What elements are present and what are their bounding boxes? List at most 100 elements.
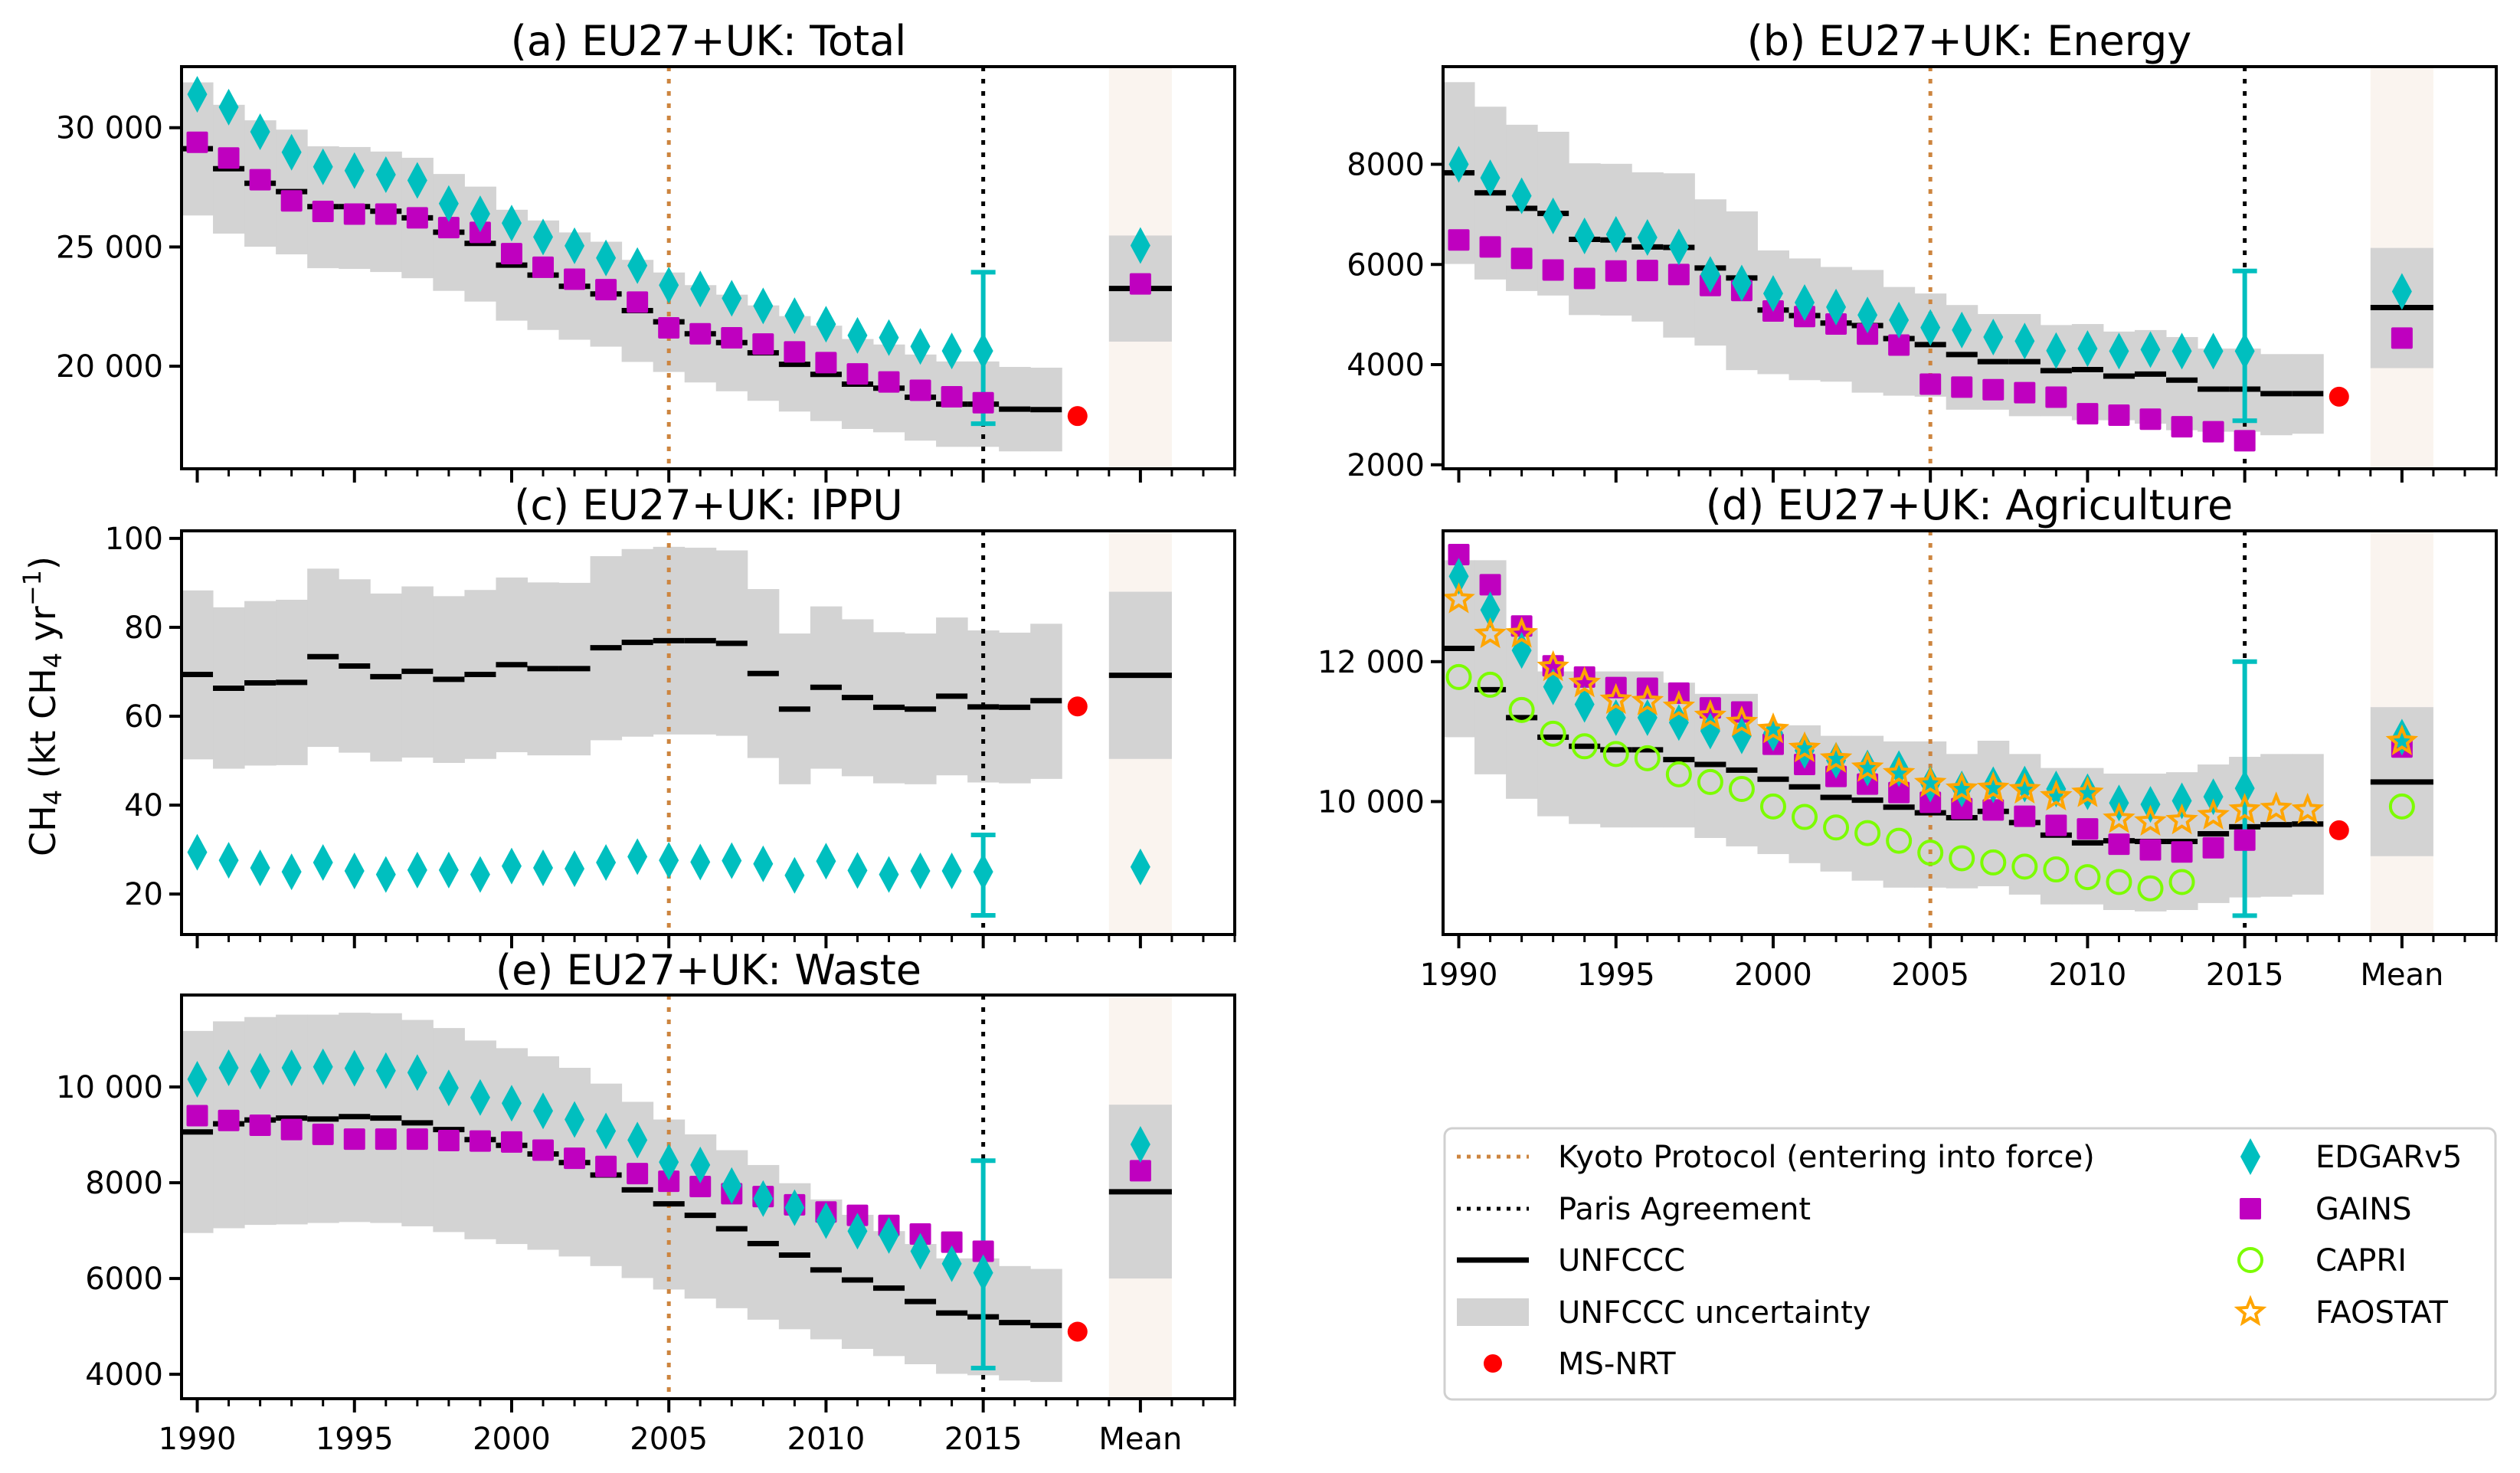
faostat-marker (1819, 741, 1853, 773)
edgar-marker (565, 1101, 585, 1138)
gains-marker (1888, 781, 1910, 804)
y-tick-label: 4000 (85, 1357, 163, 1393)
gains-marker (564, 268, 586, 290)
msnrt-legend-handle (1484, 1354, 1502, 1373)
edgar-marker (313, 148, 333, 185)
faostat-legend-handle (2234, 1295, 2267, 1327)
edgar-marker (533, 849, 554, 886)
edgar-marker (847, 852, 868, 889)
gains-marker (406, 207, 428, 229)
edgar-marker (1700, 256, 1720, 293)
gains-marker (343, 203, 365, 225)
gains-mean-marker (1129, 273, 1151, 295)
legend-item-faostat: FAOSTAT (2234, 1295, 2448, 1331)
capri-marker (1540, 720, 1566, 747)
panel-title: (c) EU27+UK: IPPU (514, 481, 902, 529)
gains-marker (1951, 797, 1973, 820)
edgar-marker (344, 152, 365, 189)
legend: Kyoto Protocol (entering into force) Pari… (1443, 1127, 2497, 1401)
edgar-marker (847, 316, 868, 354)
plot-area: 20 40 60 80 100 (105, 522, 1236, 948)
faostat-marker (1474, 617, 1507, 649)
capri-marker (2043, 856, 2070, 883)
gains-marker (1888, 334, 1910, 356)
axes-frame (1442, 529, 2498, 936)
capri-marker (1886, 827, 1913, 854)
y-tick-label: 6000 (1347, 247, 1425, 283)
faostat-marker (2008, 772, 2041, 804)
edgar-marker (565, 850, 585, 888)
gains-marker (815, 352, 837, 374)
legend-label: MS-NRT (1558, 1347, 1676, 1382)
edgar-marker (784, 297, 805, 335)
edgar-marker (470, 195, 490, 233)
gains-marker (564, 1147, 586, 1170)
gains-marker (2014, 805, 2036, 827)
capri-marker (1854, 820, 1881, 846)
gains-marker (186, 1105, 208, 1127)
panel-title: (a) EU27+UK: Total (511, 17, 906, 65)
edgar-marker (501, 847, 522, 885)
faostat-marker (1725, 705, 1759, 737)
y-tick-label: 6000 (85, 1262, 163, 1297)
capri-marker (1728, 776, 1755, 803)
ylabel-subscript: 4 (38, 653, 67, 668)
edgar-marker (941, 1245, 962, 1282)
edgar-marker (1795, 732, 1815, 769)
y-tick-label: 4000 (1347, 348, 1425, 383)
y-tick-label: 10 000 (56, 1070, 163, 1105)
edgar-marker (438, 185, 459, 222)
edgar-mean-marker (2391, 273, 2412, 310)
ylabel-superscript: −1 (18, 570, 47, 606)
legend-label: UNFCCC (1558, 1243, 1685, 1278)
edgar-marker (438, 851, 459, 889)
gains-marker (375, 1128, 397, 1151)
gains-marker (312, 1123, 334, 1145)
edgar-marker (2171, 332, 2192, 370)
edgar-marker (847, 1213, 868, 1250)
edgar-marker (501, 1085, 522, 1122)
gains-marker (280, 1118, 303, 1141)
edgar-marker (2203, 332, 2224, 370)
gains-marker (1542, 259, 1564, 281)
faostat-marker (2260, 791, 2293, 823)
plot-content (182, 995, 1172, 1399)
edgar-marker (2077, 330, 2098, 368)
edgar-marker (375, 156, 396, 194)
gains-marker (2171, 416, 2193, 438)
edgar-marker (627, 247, 648, 284)
gains-marker (784, 341, 806, 363)
legend-item-edgar: EDGARv5 (2240, 1138, 2462, 1175)
edgar-marker (1731, 264, 1752, 302)
edgar-marker (784, 856, 805, 894)
edgar-marker (1857, 296, 1878, 334)
x-tick-label: 1995 (1577, 957, 1655, 993)
capri-marker (2106, 869, 2132, 895)
x-tick-label: 1990 (159, 1422, 237, 1457)
edgar-marker (1448, 146, 1469, 183)
edgar-marker (1920, 309, 1941, 346)
gains-marker (689, 322, 712, 345)
gains-marker (658, 316, 680, 339)
legend-label: EDGARv5 (2315, 1140, 2462, 1175)
edgar-marker (2140, 786, 2161, 823)
gains-marker (186, 131, 208, 153)
faostat-marker (1756, 712, 1790, 744)
edgar-marker (1574, 686, 1595, 723)
axes-frame (180, 65, 1236, 470)
faostat-marker (1631, 684, 1664, 715)
uncertainty-legend-handle (1457, 1298, 1529, 1326)
x-tick-label: 1990 (1420, 957, 1498, 993)
gains-marker (2139, 408, 2162, 430)
gains-marker (627, 1163, 649, 1185)
plot-content (1443, 531, 2433, 935)
edgar-marker (1826, 288, 1847, 326)
capri-marker (2168, 869, 2195, 895)
x-tick-label: 2010 (2049, 957, 2127, 993)
gains-marker (1605, 260, 1627, 282)
panel-ippu: (c) EU27+UK: IPPU 20 40 60 80 100 (105, 481, 1236, 948)
edgar-marker (1574, 217, 1595, 254)
plot-area: 1990 1995 2000 2005 2010 2015 Mean 10 000 12 000 (1317, 529, 2498, 993)
gains-marker (627, 291, 649, 313)
